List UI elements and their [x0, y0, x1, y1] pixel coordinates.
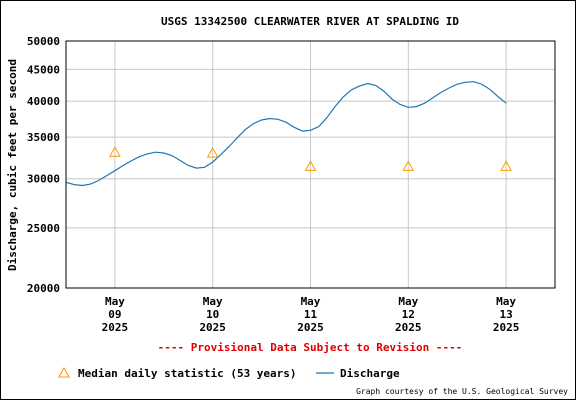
legend-median-label: Median daily statistic (53 years) [78, 367, 297, 380]
median-marker [402, 160, 415, 171]
x-tick-labels: May092025May102025May112025May122025May1… [102, 295, 520, 334]
grid-lines [66, 40, 555, 289]
x-tick-year: 2025 [297, 321, 324, 334]
plot-border [65, 40, 556, 289]
x-tick-year: 2025 [395, 321, 422, 334]
chart-title: USGS 13342500 CLEARWATER RIVER AT SPALDI… [161, 15, 459, 28]
provisional-notice: ---- Provisional Data Subject to Revisio… [158, 341, 463, 354]
median-marker [500, 160, 512, 171]
credit-text: Graph courtesy of the U.S. Geological Su… [356, 387, 568, 396]
discharge-line [65, 81, 507, 187]
median-marker [109, 146, 121, 157]
x-tick-year: 2025 [493, 321, 520, 334]
y-axis-label: Discharge, cubic feet per second [6, 59, 19, 271]
x-tick-day: 13 [499, 308, 512, 321]
x-tick-day: 12 [402, 308, 415, 321]
x-tick-year: 2025 [199, 321, 226, 334]
x-tick-month: May [398, 295, 418, 308]
x-tick-month: May [203, 295, 223, 308]
x-tick-day: 10 [206, 308, 219, 321]
y-tick-label: 50000 [27, 35, 60, 48]
legend: Median daily statistic (53 years) Discha… [58, 366, 400, 380]
legend-median-triangle-icon [58, 366, 70, 378]
median-marker [304, 160, 317, 171]
y-tick-label: 20000 [27, 282, 60, 295]
y-tick-label: 25000 [27, 222, 60, 235]
y-tick-labels: 20000 25000 30000 35000 40000 45000 50000 [27, 35, 60, 295]
y-tick-label: 35000 [27, 131, 60, 144]
median-marker [206, 146, 219, 158]
x-tick-day: 11 [304, 308, 318, 321]
y-tick-label: 30000 [27, 173, 60, 186]
x-tick-month: May [301, 295, 321, 308]
x-tick-day: 09 [108, 308, 121, 321]
x-tick-year: 2025 [102, 321, 129, 334]
y-tick-label: 45000 [27, 63, 60, 76]
data-series [65, 81, 512, 187]
legend-discharge-label: Discharge [340, 367, 400, 380]
x-tick-month: May [496, 295, 516, 308]
x-tick-month: May [105, 295, 125, 308]
y-tick-label: 40000 [27, 95, 60, 108]
